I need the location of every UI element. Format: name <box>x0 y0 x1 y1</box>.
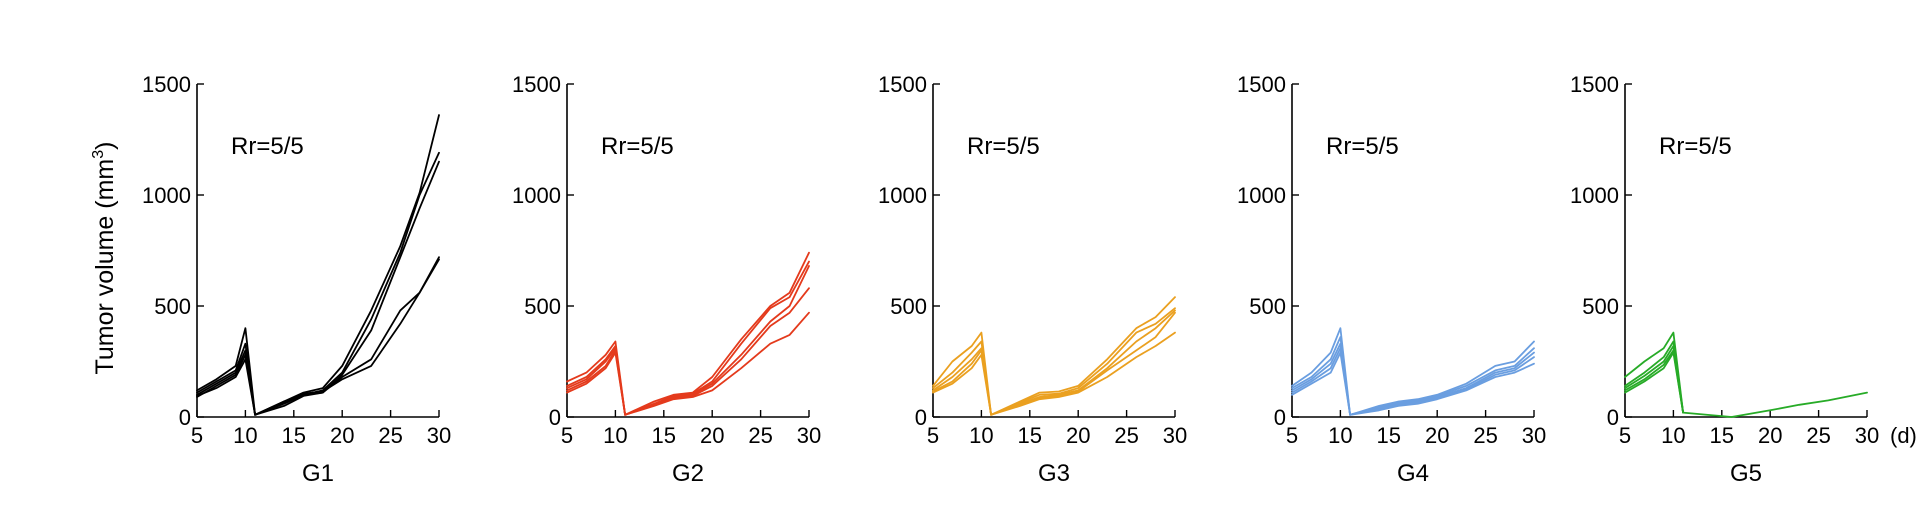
series-line-1 <box>196 114 440 416</box>
y-tick-label: 1000 <box>1570 183 1619 208</box>
x-tick-label: 10 <box>969 423 993 448</box>
series-line-5 <box>566 311 810 416</box>
chart-panel-g1: 0 500 1000 1500 5 10 15 20 25 30 Rr=5/5 G1 <box>142 72 451 487</box>
x-tick-label: 10 <box>603 423 627 448</box>
series-line-3 <box>566 265 810 416</box>
x-tick-label: 5 <box>191 423 203 448</box>
x-tick-label: 5 <box>1619 423 1631 448</box>
panel-label: G5 <box>1730 460 1762 487</box>
y-tick-label: 1000 <box>142 183 191 208</box>
y-tick-label: 0 <box>1274 405 1286 430</box>
x-tick-label: 20 <box>1758 423 1782 448</box>
y-tick-label: 1500 <box>1570 72 1619 97</box>
chart-panel-g2: 0 500 1000 1500 5 10 15 20 25 30 Rr=5/5 G2 <box>512 72 821 487</box>
x-tick-label: 20 <box>700 423 724 448</box>
x-tick-label: 20 <box>1066 423 1090 448</box>
series-line-5 <box>196 258 440 416</box>
x-tick-label: 10 <box>233 423 257 448</box>
series-line-1 <box>932 296 1176 416</box>
y-tick-label: 1000 <box>512 183 561 208</box>
series-line-1 <box>1624 331 1868 418</box>
series-line-2 <box>566 260 810 416</box>
panel-label: G2 <box>672 460 704 487</box>
response-rate-annotation: Rr=5/5 <box>231 133 304 160</box>
x-tick-label: 5 <box>1286 423 1298 448</box>
series-line-3 <box>196 160 440 416</box>
x-tick-label: 30 <box>1855 423 1879 448</box>
x-tick-label: 25 <box>748 423 772 448</box>
panel-label: G4 <box>1397 460 1429 487</box>
x-tick-label: 15 <box>1710 423 1734 448</box>
y-tick-label: 0 <box>1607 405 1619 430</box>
series-line-4 <box>932 311 1176 416</box>
x-tick-label: 30 <box>1163 423 1187 448</box>
x-tick-label: 20 <box>330 423 354 448</box>
series-line-4 <box>196 256 440 416</box>
series-line-3 <box>1291 342 1535 416</box>
x-axis-unit-label: (d) <box>1890 423 1917 448</box>
y-tick-label: 1500 <box>878 72 927 97</box>
x-tick-label: 15 <box>1018 423 1042 448</box>
y-tick-label: 500 <box>890 294 927 319</box>
x-tick-label: 10 <box>1328 423 1352 448</box>
x-tick-label: 5 <box>561 423 573 448</box>
y-tick-label: 500 <box>1582 294 1619 319</box>
x-tick-label: 15 <box>282 423 306 448</box>
panel-label: G3 <box>1038 460 1070 487</box>
chart-panel-g4: 0 500 1000 1500 5 10 15 20 25 30 Rr=5/5 G4 <box>1237 72 1546 487</box>
chart-panel-g5: 0 500 1000 1500 5 10 15 20 25 30 Rr=5/5 G5 <box>1570 72 1879 487</box>
y-tick-label: 0 <box>549 405 561 430</box>
y-axis-label: Tumor volume (mm3) <box>90 142 119 375</box>
series-line-5 <box>932 331 1176 416</box>
x-tick-label: 25 <box>378 423 402 448</box>
y-tick-label: 1500 <box>1237 72 1286 97</box>
y-tick-label: 0 <box>179 405 191 430</box>
series-line-5 <box>1291 351 1535 416</box>
x-tick-label: 25 <box>1114 423 1138 448</box>
x-tick-label: 5 <box>927 423 939 448</box>
y-tick-label: 500 <box>1249 294 1286 319</box>
x-tick-label: 30 <box>797 423 821 448</box>
response-rate-annotation: Rr=5/5 <box>1659 133 1732 160</box>
response-rate-annotation: Rr=5/5 <box>967 133 1040 160</box>
series-line-2 <box>932 307 1176 416</box>
x-tick-label: 30 <box>1522 423 1546 448</box>
series-line-1 <box>566 251 810 416</box>
series-line-1 <box>1291 327 1535 416</box>
y-tick-label: 500 <box>524 294 561 319</box>
x-tick-label: 20 <box>1425 423 1449 448</box>
x-tick-label: 25 <box>1806 423 1830 448</box>
series-line-3 <box>932 309 1176 416</box>
x-tick-label: 30 <box>427 423 451 448</box>
series-line-5 <box>1624 351 1684 414</box>
y-tick-label: 500 <box>154 294 191 319</box>
x-tick-label: 10 <box>1661 423 1685 448</box>
chart-panel-g3: 0 500 1000 1500 5 10 15 20 25 30 Rr=5/5 G3 <box>878 72 1187 487</box>
panel-label: G1 <box>302 460 334 487</box>
y-tick-label: 1000 <box>1237 183 1286 208</box>
y-tick-label: 0 <box>915 405 927 430</box>
x-tick-label: 15 <box>1377 423 1401 448</box>
x-tick-label: 15 <box>652 423 676 448</box>
response-rate-annotation: Rr=5/5 <box>1326 133 1399 160</box>
series-line-2 <box>1291 336 1535 416</box>
y-tick-label: 1500 <box>142 72 191 97</box>
y-tick-label: 1000 <box>878 183 927 208</box>
y-tick-label: 1500 <box>512 72 561 97</box>
response-rate-annotation: Rr=5/5 <box>601 133 674 160</box>
series-line-4 <box>1291 347 1535 416</box>
series-line-4 <box>566 287 810 416</box>
x-tick-label: 25 <box>1473 423 1497 448</box>
